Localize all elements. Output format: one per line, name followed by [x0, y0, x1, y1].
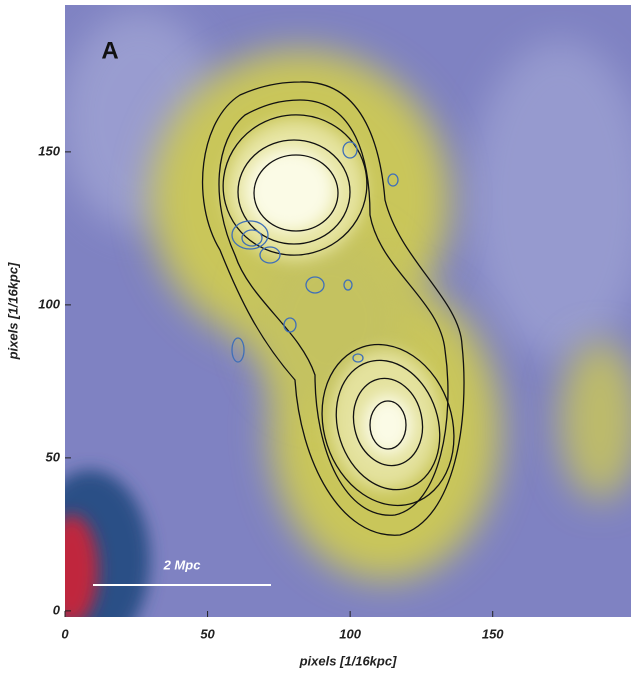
- y-tick-label: 100: [38, 296, 60, 311]
- y-tick-label: 0: [53, 602, 61, 617]
- panel-label: A: [101, 37, 118, 64]
- scale-bar-label: 2 Mpc: [163, 557, 202, 572]
- y-axis-label: pixels [1/16kpc]: [5, 262, 20, 360]
- x-tick-label: 100: [339, 626, 361, 641]
- radio-contours: [231, 141, 399, 363]
- x-axis-label: pixels [1/16kpc]: [299, 653, 397, 668]
- x-tick-label: 50: [200, 626, 215, 641]
- contours: [202, 81, 465, 536]
- x-tick-label: 150: [482, 626, 504, 641]
- x-tick-label: 0: [61, 626, 69, 641]
- y-tick-label: 150: [38, 143, 60, 158]
- y-tick-label: 50: [46, 449, 61, 464]
- map-image: [65, 5, 631, 617]
